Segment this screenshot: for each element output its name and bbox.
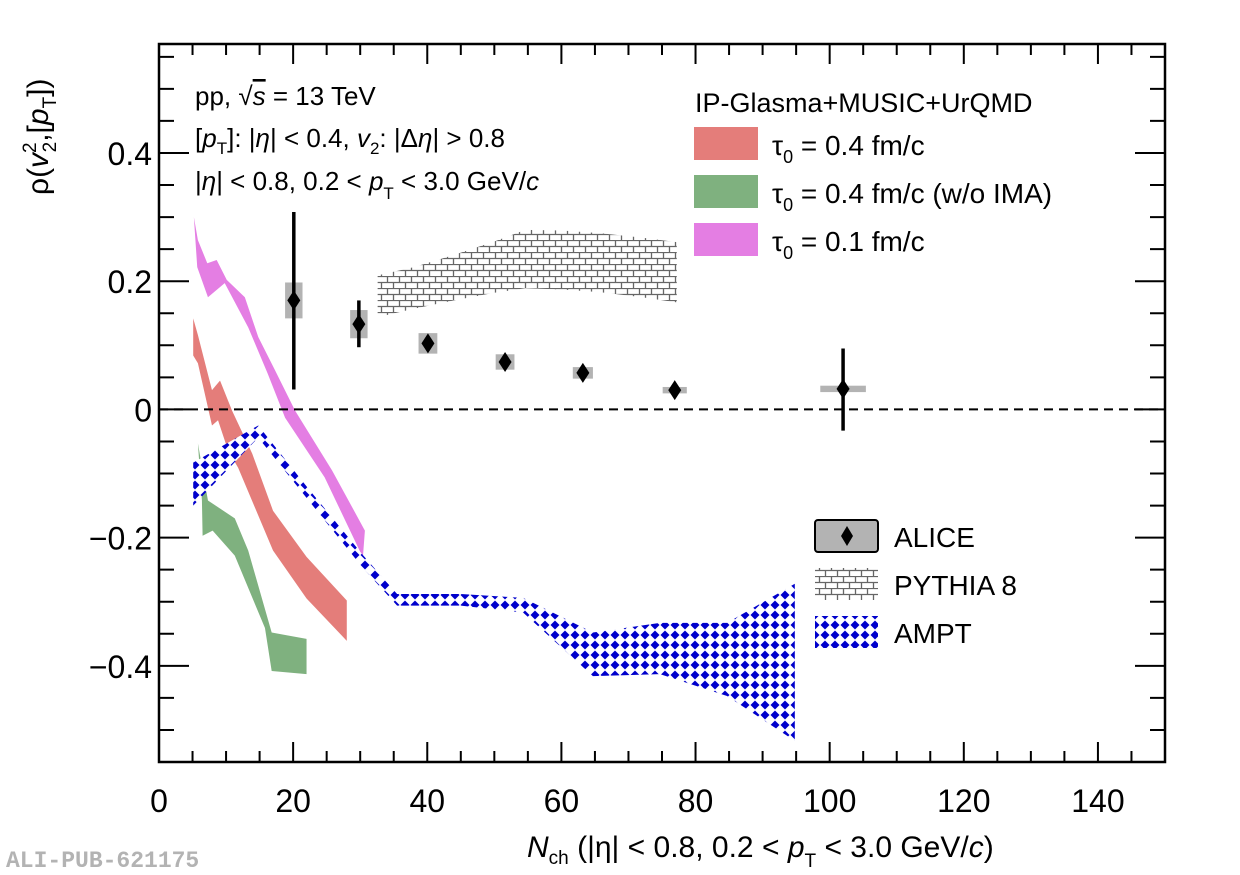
legend-data: ALICE PYTHIA 8 AMPT — [814, 519, 1017, 649]
tick-labels-layer: 0 20 40 60 80 100 120 140 −0.4 −0.2 0 0.2 0.4 — [89, 136, 1125, 819]
x-tick-label: 120 — [937, 783, 990, 819]
legend-label-pythia: PYTHIA 8 — [894, 570, 1017, 601]
band-theory-5 — [193, 217, 365, 558]
legend-label-alice: ALICE — [894, 522, 975, 553]
alice-layer — [285, 211, 866, 431]
legend-label-ampt: AMPT — [894, 618, 972, 649]
y-tick-label: 0 — [134, 392, 152, 428]
band-pythia8 — [377, 229, 677, 318]
y-tick-label: 0.4 — [108, 136, 152, 172]
alice-point — [350, 300, 368, 348]
x-tick-label: 0 — [150, 783, 168, 819]
y-axis-title: ρ(v22,[pT]) — [20, 78, 61, 195]
x-tick-label: 100 — [803, 783, 856, 819]
legend-theory-header: IP-Glasma+MUSIC+UrQMD — [695, 88, 1033, 118]
legend-label-tau04: τ0 = 0.4 fm/c — [772, 130, 925, 167]
alice-diamond-marker — [498, 351, 512, 372]
x-tick-label: 40 — [409, 783, 445, 819]
annotation-kinematic-range: |η| < 0.8, 0.2 < pT < 3.0 GeV/c — [195, 166, 539, 203]
bands-layer — [193, 217, 795, 741]
alice-point — [662, 380, 687, 401]
alice-diamond-marker — [576, 362, 590, 383]
alice-point — [495, 351, 515, 372]
legend-swatch-pythia — [815, 568, 878, 600]
watermark: ALI-PUB-621175 — [6, 848, 199, 874]
y-tick-label: −0.4 — [89, 649, 152, 685]
axis-ticks — [158, 44, 1166, 763]
alice-point — [285, 211, 303, 390]
alice-diamond-marker — [287, 290, 301, 311]
band-theory-4 — [197, 443, 307, 675]
band-ampt — [193, 425, 795, 741]
x-tick-label: 20 — [275, 783, 311, 819]
y-tick-label: 0.2 — [108, 264, 152, 300]
annotation-collision-system: pp, √s = 13 TeV — [195, 81, 376, 111]
legend-label-tau01: τ0 = 0.1 fm/c — [772, 226, 925, 263]
alice-point — [572, 362, 593, 383]
x-tick-label: 140 — [1071, 783, 1124, 819]
x-tick-label: 80 — [678, 783, 714, 819]
x-axis-title: Nch (|η| < 0.8, 0.2 < pT < 3.0 GeV/c) — [527, 831, 994, 872]
alice-diamond-marker — [352, 314, 366, 335]
x-tick-label: 60 — [544, 783, 580, 819]
annotation-eta-gaps: [pT]: |η| < 0.4, v2: |Δη| > 0.8 — [195, 123, 505, 158]
band-theory-3 — [193, 318, 347, 641]
alice-diamond-marker — [421, 333, 435, 354]
y-tick-label: −0.2 — [89, 521, 152, 557]
alice-diamond-marker — [836, 378, 850, 399]
legend-swatch-tau04-noima — [694, 175, 758, 208]
ticks-layer — [158, 44, 1166, 763]
legend-swatch-tau04 — [694, 127, 758, 160]
info-annotations: pp, √s = 13 TeV [pT]: |η| < 0.4, v2: |Δη… — [195, 81, 539, 203]
alice-point — [418, 333, 438, 354]
legend-theory: IP-Glasma+MUSIC+UrQMD τ0 = 0.4 fm/c τ0 =… — [694, 88, 1052, 263]
legend-swatch-ampt — [815, 616, 878, 648]
legend-swatch-tau01 — [694, 223, 758, 256]
alice-diamond-marker — [668, 380, 682, 401]
legend-alice-diamond-icon — [841, 526, 853, 546]
legend-label-tau04-noima: τ0 = 0.4 fm/c (w/o IMA) — [772, 178, 1052, 215]
alice-point — [820, 348, 866, 431]
